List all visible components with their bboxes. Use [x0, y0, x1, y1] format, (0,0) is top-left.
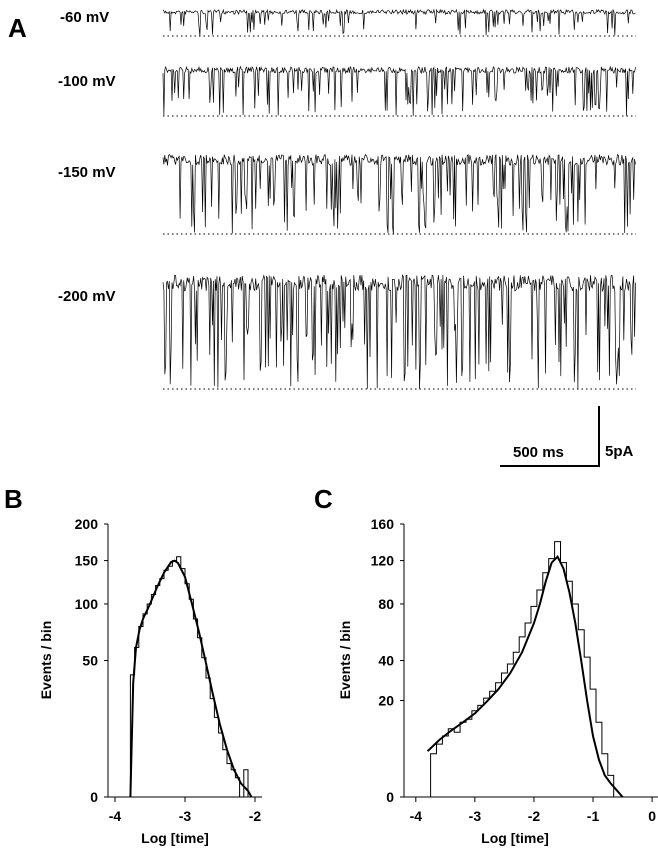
scale-bar: 500 ms 5pA [500, 406, 634, 467]
histogram-b-yticks: 0 50 100 150 200 [75, 516, 108, 805]
histogram-c-yticks: 0 20 40 80 120 160 [371, 516, 404, 805]
histogram-c-xlabel: Log [time] [481, 830, 549, 846]
histogram-c-xtick-label: -3 [469, 808, 482, 824]
histogram-b-xtick-label: -2 [249, 808, 262, 824]
histogram-b-fit [129, 559, 253, 798]
current-traces [162, 8, 636, 389]
trace-label-100: -100 mV [58, 73, 116, 90]
histogram-c-xtick-label: -1 [587, 808, 600, 824]
trace-label-60: -60 mV [60, 9, 109, 26]
panel-a-letter: A [8, 13, 27, 43]
trace-label-150: -150 mV [58, 164, 116, 181]
histogram-c-ytick-label: 120 [371, 553, 395, 569]
scale-bar-current-label: 5pA [605, 443, 634, 460]
trace-label-200: -200 mV [58, 288, 116, 305]
histogram-c-ytick-label: 0 [386, 789, 394, 805]
histogram-c-ytick-label: 80 [378, 596, 394, 612]
histogram-c-ytick-label: 40 [378, 653, 394, 669]
histogram-b-ytick-label: 100 [75, 596, 99, 612]
trace-60mv [162, 8, 636, 36]
trace-150mv [162, 153, 636, 234]
trace-100mv [162, 65, 636, 116]
histogram-b-xtick-label: -3 [179, 808, 192, 824]
histogram-c-ytick-label: 20 [378, 692, 394, 708]
histogram-c-ytick-label: 160 [371, 516, 395, 532]
histogram-b-ytick-label: 50 [82, 653, 98, 669]
histogram-c-bars [430, 541, 615, 797]
histogram-b-xlabel: Log [time] [141, 830, 209, 846]
panel-c-letter: C [314, 484, 333, 514]
histogram-c-xticks: -4 -3 -2 -1 0 [410, 797, 656, 824]
histogram-c-xtick-label: 0 [648, 808, 656, 824]
histogram-c-ylabel: Events / bin [337, 621, 353, 700]
histogram-b-xtick-label: -4 [109, 808, 122, 824]
histogram-b-bars [129, 556, 253, 798]
panel-b-letter: B [4, 484, 23, 514]
histogram-c-fit [426, 555, 624, 798]
histogram-b-ytick-label: 150 [75, 553, 99, 569]
histogram-b-ytick-label: 0 [90, 789, 98, 805]
scale-bar-time-label: 500 ms [513, 444, 564, 461]
histogram-c: 0 20 40 80 120 160 -4 -3 -2 -1 0 Events / bin Log… [337, 516, 658, 846]
histogram-b: 0 50 100 150 200 -4 -3 -2 Events / bin Log [ti… [38, 516, 262, 846]
histogram-b-ytick-label: 200 [75, 516, 99, 532]
histogram-c-xtick-label: -2 [528, 808, 541, 824]
trace-200mv [162, 274, 636, 389]
histogram-b-xticks: -4 -3 -2 [109, 797, 262, 824]
histogram-c-xtick-label: -4 [410, 808, 423, 824]
histogram-b-ylabel: Events / bin [38, 621, 54, 700]
